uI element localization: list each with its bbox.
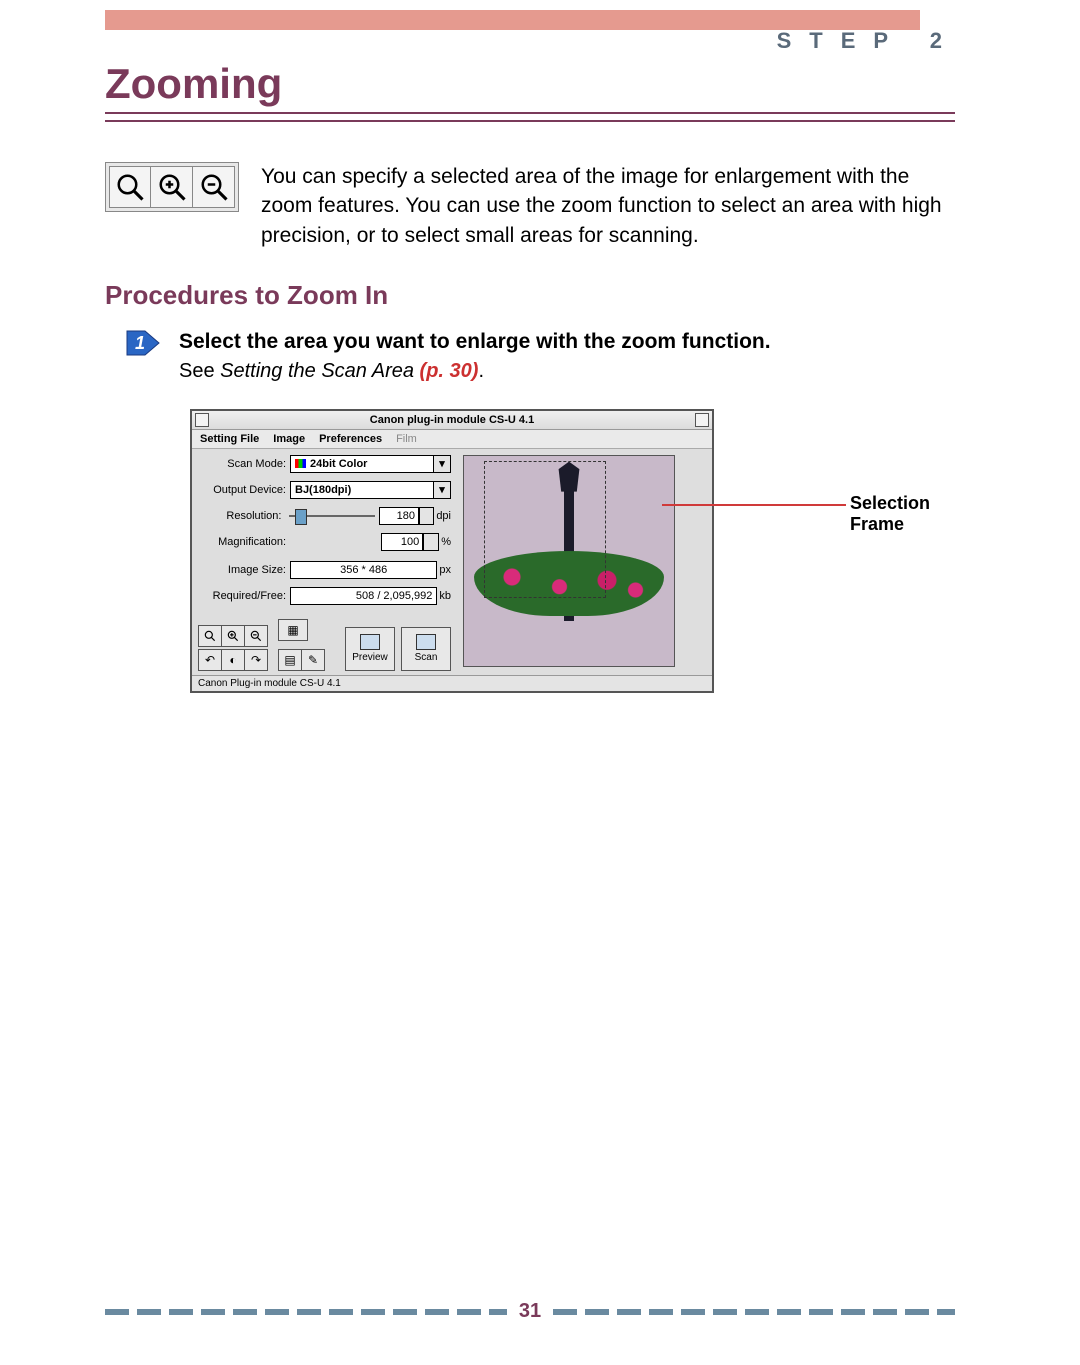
wand-icon: ✎ <box>302 649 325 671</box>
magnification-label: Magnification: <box>198 536 290 548</box>
title-underline <box>105 112 955 122</box>
output-device-label: Output Device: <box>198 484 290 496</box>
section-heading: Procedures to Zoom In <box>105 280 955 311</box>
zoom-in-icon <box>151 166 193 208</box>
menu-film: Film <box>396 433 417 445</box>
callout-label: Selection Frame <box>850 493 930 535</box>
close-box-icon <box>195 413 209 427</box>
required-free-label: Required/Free: <box>198 590 290 602</box>
image-tool-icon: ▦ <box>278 619 308 641</box>
resolution-label: Resolution: <box>198 510 285 522</box>
step-1-title: Select the area you want to enlarge with… <box>179 327 771 356</box>
step-1-marker: 1 <box>125 327 161 359</box>
image-size-value: 356 * 486 <box>290 561 437 579</box>
footer-dashes-right <box>553 1309 955 1315</box>
page-footer: 31 <box>105 1300 955 1323</box>
dialog-menubar: Setting File Image Preferences Film <box>192 430 712 449</box>
step-1-sub-prefix: See <box>179 360 220 382</box>
scan-mode-value: 24bit Color <box>310 458 367 470</box>
scan-icon <box>416 634 436 650</box>
zoom-out-icon <box>193 166 235 208</box>
color-swatch-icon <box>295 459 306 468</box>
chevron-down-icon: ▾ <box>433 456 450 472</box>
rotate-cw-icon: ↷ <box>245 649 268 671</box>
footer-dashes-left <box>105 1309 507 1315</box>
page-number: 31 <box>507 1300 553 1323</box>
menu-image: Image <box>273 433 305 445</box>
preview-icon <box>360 634 380 650</box>
step-label: STEP 2 <box>777 28 960 54</box>
dialog-screenshot: Canon plug-in module CS-U 4.1 Setting Fi… <box>190 409 920 693</box>
dialog-titlebar: Canon plug-in module CS-U 4.1 <box>192 411 712 430</box>
resolution-unit: dpi <box>436 510 451 522</box>
header-bar <box>105 10 920 30</box>
resolution-value: 180 <box>379 507 419 525</box>
callout-line <box>662 504 846 506</box>
page-reference-link[interactable]: (p. 30) <box>420 360 479 382</box>
zoom-icons-group <box>105 162 239 212</box>
dialog-status-bar: Canon Plug-in module CS-U 4.1 <box>192 675 712 691</box>
menu-setting-file: Setting File <box>200 433 259 445</box>
scan-button: Scan <box>401 627 451 671</box>
resolution-slider <box>289 509 374 523</box>
image-size-label: Image Size: <box>198 564 290 576</box>
required-free-value: 508 / 2,095,992 <box>290 587 437 605</box>
zoom-icon <box>109 166 151 208</box>
magnification-value: 100 <box>381 533 423 551</box>
adjust-icon: ▤ <box>278 649 302 671</box>
chevron-down-icon: ▾ <box>433 482 450 498</box>
selection-frame <box>484 461 606 598</box>
step-1-sub-ital: Setting the Scan Area <box>220 360 419 382</box>
required-free-unit: kb <box>439 590 451 602</box>
page-title: Zooming <box>105 60 955 108</box>
step-1-subtext: See Setting the Scan Area (p. 30). <box>179 357 771 385</box>
stepper-icon <box>423 533 439 551</box>
rotate-ccw-icon: ↶ <box>198 649 222 671</box>
zoom-tool-icon <box>198 625 222 647</box>
image-size-unit: px <box>439 564 451 576</box>
dialog-title-text: Canon plug-in module CS-U 4.1 <box>370 414 534 426</box>
scan-mode-select: 24bit Color ▾ <box>290 455 451 473</box>
preview-button: Preview <box>345 627 395 671</box>
intro-text: You can specify a selected area of the i… <box>261 162 955 250</box>
magnification-unit: % <box>441 536 451 548</box>
stepper-icon <box>419 507 434 525</box>
output-device-value: BJ(180dpi) <box>295 484 351 496</box>
preview-image <box>463 455 675 667</box>
zoom-out-tool-icon <box>245 625 268 647</box>
resize-box-icon <box>695 413 709 427</box>
flip-icon: ◐ <box>222 649 245 671</box>
zoom-in-tool-icon <box>222 625 245 647</box>
menu-preferences: Preferences <box>319 433 382 445</box>
step-1-sub-suffix: . <box>478 360 484 382</box>
output-device-select: BJ(180dpi) ▾ <box>290 481 451 499</box>
scan-mode-label: Scan Mode: <box>198 458 290 470</box>
svg-text:1: 1 <box>135 333 145 353</box>
